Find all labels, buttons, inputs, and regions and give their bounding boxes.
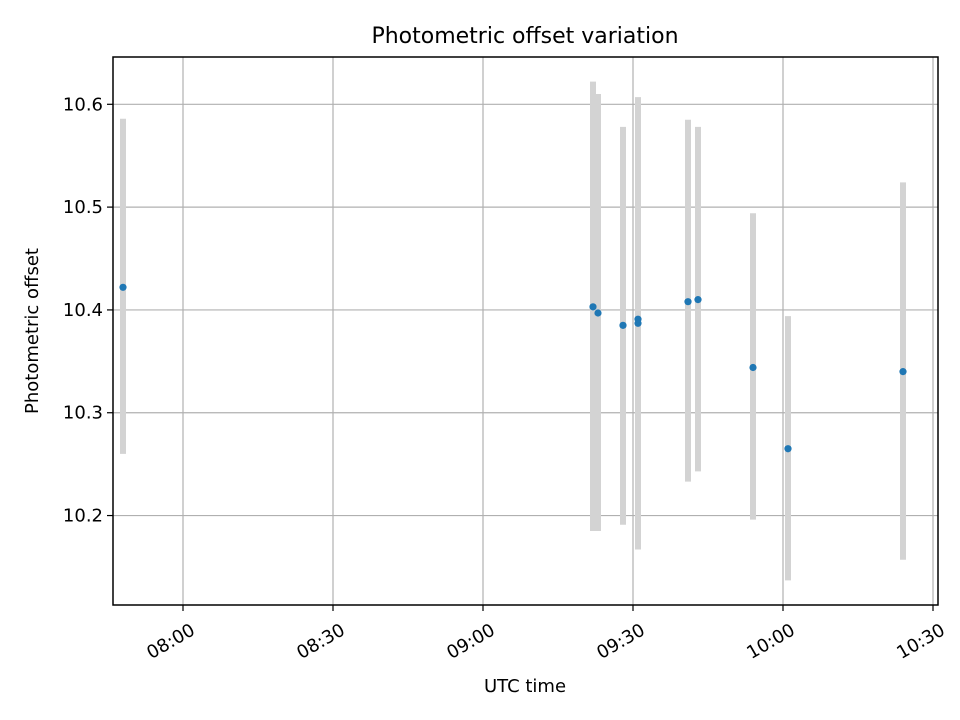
- data-point: [749, 363, 757, 372]
- x-axis-label: UTC time: [484, 676, 566, 697]
- data-points: [119, 283, 907, 453]
- axis-ticks: 08:00 08:30 09:00 09:30 10:00 10:30 10.2 10.3 10…: [63, 94, 949, 663]
- x-tick-label: 08:30: [293, 620, 348, 664]
- x-tick-label: 09:00: [443, 620, 498, 664]
- error-bars: [120, 81, 906, 581]
- grid: [113, 57, 938, 605]
- data-point: [589, 303, 597, 311]
- data-point: [594, 309, 602, 317]
- y-tick-label: 10.2: [63, 506, 103, 527]
- data-point: [694, 296, 702, 304]
- chart-title: Photometric offset variation: [371, 24, 678, 49]
- x-tick-label: 08:00: [143, 620, 198, 664]
- data-point: [784, 445, 792, 453]
- data-point: [634, 315, 642, 323]
- x-tick-label: 10:00: [743, 620, 798, 664]
- y-tick-label: 10.5: [63, 197, 103, 218]
- x-tick-label: 09:30: [593, 620, 648, 664]
- x-tick-label: 10:30: [893, 620, 948, 664]
- plot-frame: [112, 56, 939, 606]
- data-point: [899, 368, 907, 376]
- y-axis-label: Photometric offset: [22, 248, 43, 414]
- data-point: [619, 321, 627, 329]
- y-tick-label: 10.6: [63, 94, 103, 115]
- data-point: [684, 298, 692, 306]
- data-point: [119, 283, 127, 291]
- y-tick-label: 10.4: [63, 300, 103, 321]
- y-tick-label: 10.3: [63, 403, 103, 424]
